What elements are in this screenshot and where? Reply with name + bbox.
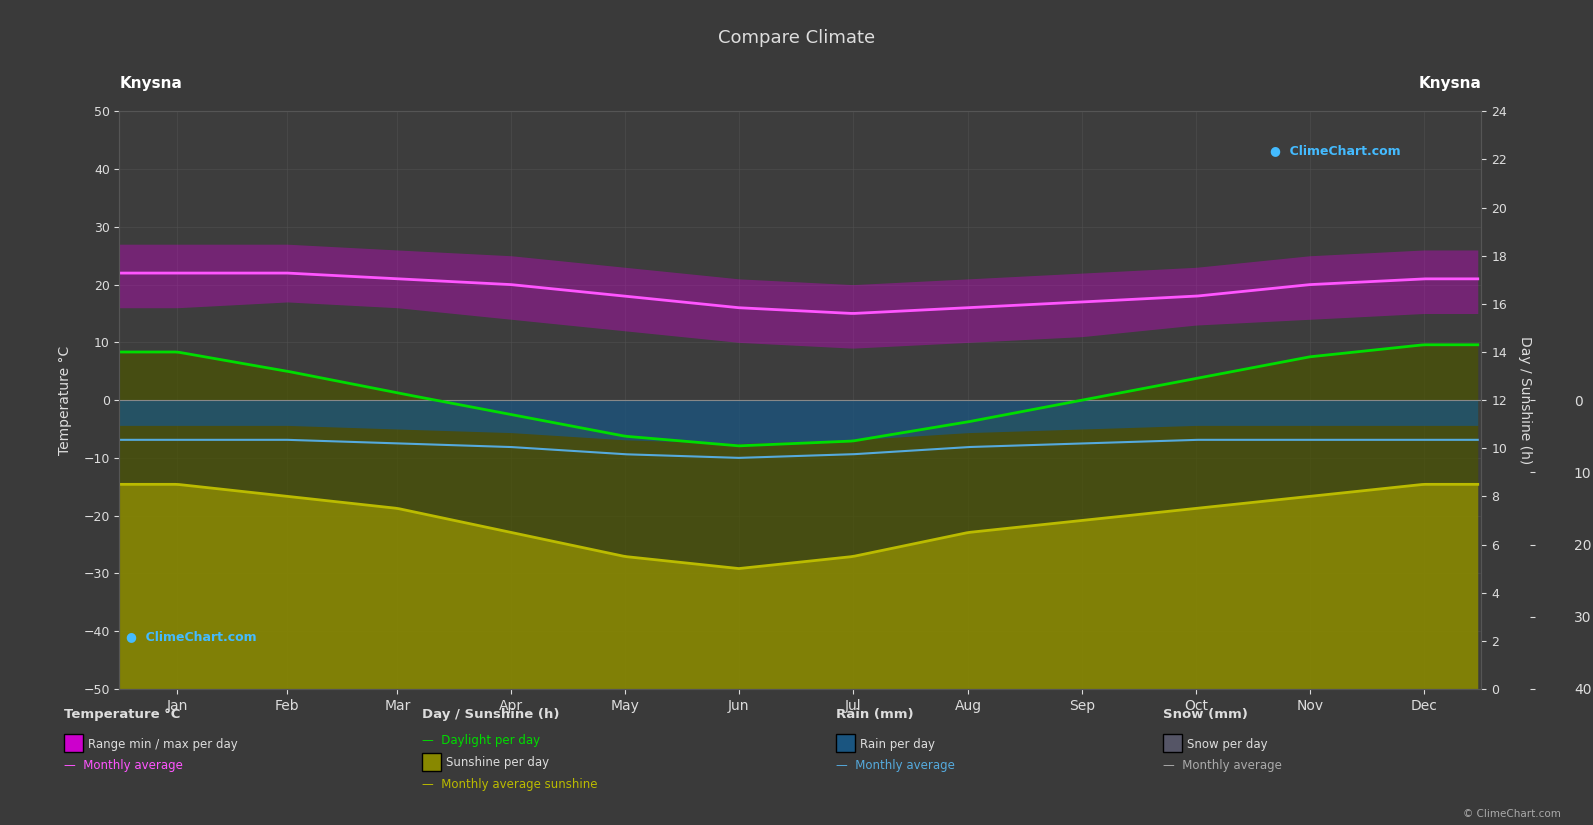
Text: Sunshine per day: Sunshine per day xyxy=(446,756,550,769)
Text: —  Monthly average: — Monthly average xyxy=(64,759,183,772)
Text: Rain per day: Rain per day xyxy=(860,738,935,751)
Text: Knysna: Knysna xyxy=(1419,76,1481,92)
Text: —  Monthly average: — Monthly average xyxy=(836,759,956,772)
Y-axis label: Day / Sunshine (h): Day / Sunshine (h) xyxy=(1518,336,1532,464)
Text: ●  ClimeChart.com: ● ClimeChart.com xyxy=(126,629,256,643)
Text: Compare Climate: Compare Climate xyxy=(718,29,875,47)
Text: ●  ClimeChart.com: ● ClimeChart.com xyxy=(1270,144,1400,158)
Y-axis label: Temperature °C: Temperature °C xyxy=(57,346,72,455)
Text: Day / Sunshine (h): Day / Sunshine (h) xyxy=(422,708,559,721)
Text: Rain (mm): Rain (mm) xyxy=(836,708,914,721)
Text: © ClimeChart.com: © ClimeChart.com xyxy=(1464,808,1561,818)
Text: Snow per day: Snow per day xyxy=(1187,738,1268,751)
Text: —  Daylight per day: — Daylight per day xyxy=(422,734,540,747)
Text: Knysna: Knysna xyxy=(119,76,182,92)
Text: Snow (mm): Snow (mm) xyxy=(1163,708,1247,721)
Text: Temperature °C: Temperature °C xyxy=(64,708,180,721)
Text: —  Monthly average sunshine: — Monthly average sunshine xyxy=(422,778,597,791)
Text: —  Monthly average: — Monthly average xyxy=(1163,759,1282,772)
Text: Range min / max per day: Range min / max per day xyxy=(88,738,237,751)
